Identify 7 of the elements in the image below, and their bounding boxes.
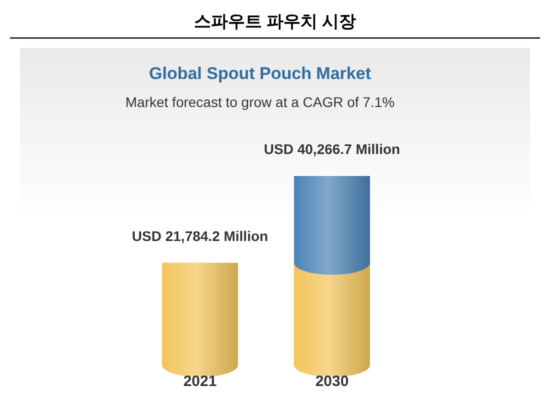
x-tick-label: 2021 xyxy=(183,373,217,390)
text: Market forecast to grow at a CAGR of 7.1% xyxy=(125,94,395,110)
data-label: USD 21,784.2 Million xyxy=(132,228,268,244)
chart-title: 스파우트 파우치 시장 xyxy=(194,12,356,31)
x-tick-label: 2030 xyxy=(315,373,349,390)
total-label: USD 40,266.7 Million xyxy=(264,141,400,157)
chart-subtitle: Global Spout Pouch Market xyxy=(149,64,372,83)
